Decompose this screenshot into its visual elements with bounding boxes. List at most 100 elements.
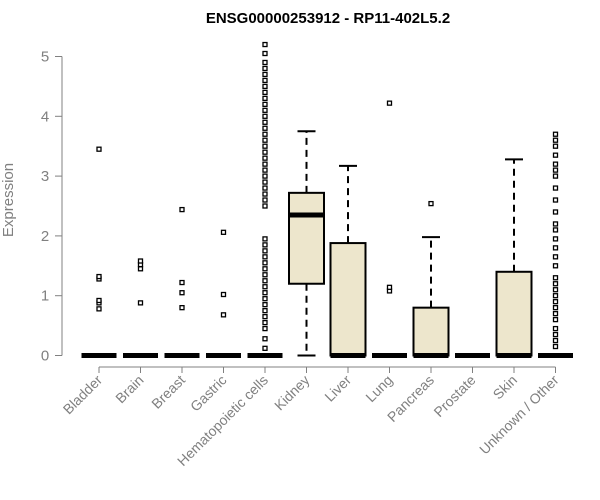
box-bladder	[81, 146, 117, 358]
y-tick-label: 1	[41, 288, 49, 305]
box-hematopoietic-cells	[247, 41, 283, 358]
outlier-point	[262, 119, 268, 125]
outlier-point	[262, 185, 268, 191]
outlier-point	[262, 89, 268, 96]
box-brain	[123, 258, 158, 358]
outlier-point	[262, 203, 268, 209]
outlier-point	[552, 236, 559, 242]
outlier-point	[552, 173, 559, 179]
outlier-point	[552, 131, 559, 137]
outlier-point	[262, 50, 268, 57]
outlier-point	[552, 254, 559, 260]
outlier-point	[552, 152, 559, 158]
outlier-point	[262, 236, 268, 242]
outlier-point	[262, 179, 268, 185]
outlier-point	[96, 146, 102, 152]
x-tick-label: Liver	[321, 372, 354, 405]
outlier-point	[262, 101, 268, 107]
outlier-point	[262, 173, 268, 179]
box-unknown-other	[538, 131, 573, 358]
box-breast	[164, 206, 200, 358]
outlier-point	[552, 275, 559, 281]
outlier-point	[262, 65, 268, 72]
y-axis: 0 1 2 3 4 5	[41, 49, 63, 365]
outlier-point	[262, 107, 268, 113]
outlier-point	[552, 227, 559, 233]
outlier-point	[552, 137, 559, 143]
y-axis-label: Expression	[0, 163, 17, 237]
outlier-point	[179, 305, 185, 311]
outlier-point	[552, 299, 559, 305]
box-iqr	[495, 270, 533, 357]
outlier-point	[179, 279, 185, 286]
outlier-point	[262, 290, 268, 296]
y-tick-label: 0	[41, 348, 49, 365]
outlier-point	[262, 137, 268, 143]
outlier-point	[552, 331, 559, 338]
x-tick-label: Unknown / Other	[476, 372, 562, 458]
outlier-point	[552, 263, 559, 269]
outlier-point	[552, 316, 559, 323]
x-tick-label: Brain	[112, 372, 146, 406]
box-pancreas	[412, 200, 450, 358]
box-gastric	[206, 229, 241, 358]
outlier-point	[220, 229, 227, 235]
box-liver	[329, 164, 367, 358]
outlier-point	[262, 191, 268, 197]
outlier-point	[262, 155, 268, 161]
outlier-point	[552, 325, 559, 332]
outlier-point	[137, 300, 144, 306]
outlier-point	[552, 305, 559, 311]
y-tick-label: 4	[41, 108, 49, 125]
outlier-point	[262, 71, 268, 78]
outlier-point	[552, 310, 559, 317]
outlier-point	[552, 161, 559, 167]
outlier-point	[428, 200, 434, 207]
outlier-point	[96, 273, 102, 280]
outlier-point	[262, 125, 268, 131]
outlier-point	[262, 313, 268, 320]
box-skin	[495, 158, 533, 358]
outlier-point	[552, 197, 559, 203]
outlier-point	[552, 287, 559, 293]
outlier-point	[262, 296, 268, 302]
outlier-point	[262, 278, 268, 284]
outlier-point	[262, 59, 268, 66]
outlier-point	[552, 209, 559, 215]
box-iqr	[288, 191, 325, 285]
outlier-point	[262, 149, 268, 155]
box-kidney	[288, 130, 325, 357]
outlier-point	[262, 319, 268, 326]
outlier-point	[262, 336, 268, 342]
outlier-point	[552, 185, 559, 191]
outlier-point	[262, 167, 268, 173]
x-tick-label: Prostate	[430, 372, 478, 420]
outlier-point	[552, 245, 559, 251]
outlier-point	[262, 307, 268, 314]
outlier-point	[552, 293, 559, 299]
outlier-point	[262, 260, 268, 266]
outlier-point	[552, 281, 559, 287]
outlier-point	[179, 290, 185, 296]
plot-area	[81, 41, 573, 358]
outlier-point	[220, 291, 227, 298]
outlier-point	[262, 143, 268, 149]
outlier-point	[96, 306, 102, 312]
outlier-point	[386, 100, 393, 106]
outlier-point	[262, 325, 268, 332]
chart-title: ENSG00000253912 - RP11-402L5.2	[206, 10, 450, 27]
outlier-point	[262, 345, 268, 351]
outlier-point	[262, 302, 268, 308]
outlier-point	[262, 248, 268, 254]
outlier-point	[262, 284, 268, 290]
outlier-point	[262, 95, 268, 102]
outlier-point	[552, 143, 559, 149]
box-iqr	[412, 306, 450, 357]
x-tick-label: Lung	[362, 372, 395, 405]
outlier-point	[262, 242, 268, 248]
outlier-point	[262, 41, 268, 48]
box-iqr	[329, 242, 367, 357]
y-tick-label: 3	[41, 168, 49, 185]
outlier-point	[552, 337, 559, 344]
